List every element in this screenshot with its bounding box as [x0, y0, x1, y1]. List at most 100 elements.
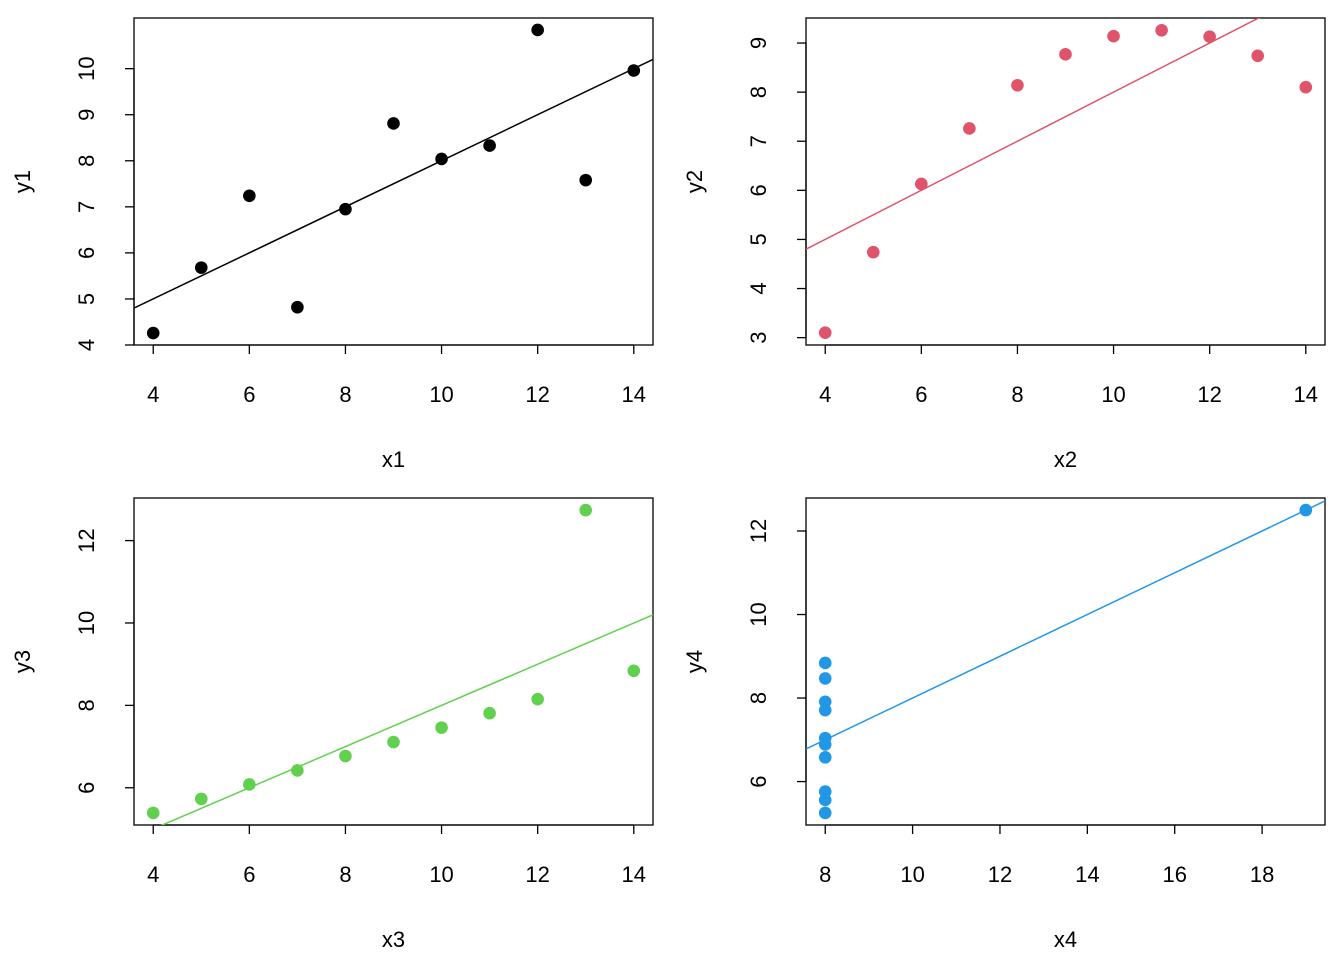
y-tick-label: 12: [74, 528, 99, 552]
x-tick-label: 14: [1075, 862, 1099, 887]
data-point: [818, 738, 832, 751]
data-point: [146, 326, 160, 340]
y-axis: 6 8 10 12: [746, 519, 807, 788]
panel-4: 8 10 12 14 16 18 6 8 10 12 x4 y4: [682, 497, 1326, 952]
regression-line: [806, 18, 1261, 250]
x-axis: 4 6 8 10 12 14: [147, 824, 646, 887]
x-tick-label: 4: [147, 862, 159, 887]
x-tick-label: 6: [243, 382, 255, 407]
y-tick-label: 8: [74, 155, 99, 167]
y-tick-label: 10: [746, 602, 771, 626]
x-tick-label: 8: [339, 862, 351, 887]
data-point: [291, 300, 304, 314]
y-axis-label: y2: [682, 170, 707, 193]
plot-frame: [805, 497, 1326, 826]
data-point: [818, 695, 832, 709]
x-tick-label: 4: [147, 382, 159, 407]
x-tick-label: 10: [429, 862, 453, 887]
regression-line: [806, 500, 1325, 750]
x-tick-label: 8: [339, 382, 351, 407]
data-point: [339, 749, 352, 763]
data-point: [1155, 23, 1168, 37]
x-tick-label: 10: [900, 862, 924, 887]
x-tick-label: 14: [622, 862, 646, 887]
data-point: [387, 117, 400, 130]
data-point: [1251, 49, 1265, 63]
y-tick-label: 10: [74, 56, 99, 80]
data-point: [339, 202, 352, 216]
x-tick-label: 12: [525, 862, 549, 887]
data-point: [243, 189, 256, 203]
x-tick-label: 12: [1197, 382, 1221, 407]
data-point: [1203, 30, 1216, 43]
y-tick-label: 8: [746, 692, 771, 704]
y-tick-label: 9: [74, 109, 99, 121]
x-axis: 8 10 12 14 16 18: [819, 824, 1274, 887]
y-tick-label: 4: [74, 339, 99, 351]
y-tick-label: 8: [746, 86, 771, 98]
plot-frame: [805, 17, 1326, 346]
data-point: [627, 64, 641, 77]
plot-frame: [133, 497, 654, 826]
y-tick-label: 12: [746, 519, 771, 543]
y-tick-label: 4: [746, 282, 771, 294]
data-point: [915, 177, 928, 191]
x-axis-label: x4: [1054, 927, 1077, 952]
y-tick-label: 5: [74, 293, 99, 305]
data-point: [818, 806, 832, 820]
data-point: [1059, 48, 1072, 61]
data-point: [435, 721, 448, 734]
x-axis-label: x1: [382, 447, 405, 472]
x-tick-label: 18: [1250, 862, 1274, 887]
data-point: [1299, 80, 1313, 94]
x-tick-label: 12: [988, 862, 1012, 887]
y-tick-label: 8: [74, 699, 99, 711]
data-point: [579, 173, 593, 187]
data-point: [194, 261, 208, 274]
x-tick-label: 10: [429, 382, 453, 407]
data-point: [435, 152, 448, 166]
data-point: [818, 672, 832, 685]
data-point: [243, 778, 256, 791]
x-tick-label: 14: [1294, 382, 1318, 407]
x-tick-label: 14: [622, 382, 646, 407]
data-point: [531, 692, 544, 706]
data-point: [866, 245, 880, 259]
data-point: [627, 664, 641, 678]
regression-line: [160, 614, 653, 825]
data-point: [483, 139, 496, 152]
data-point: [1107, 29, 1120, 43]
data-point: [483, 706, 496, 720]
y-tick-label: 10: [74, 611, 99, 635]
data-point: [818, 751, 832, 764]
x-axis: 4 6 8 10 12 14: [819, 344, 1318, 407]
data-point: [291, 764, 304, 777]
y-axis: 6 8 10 12: [74, 528, 135, 794]
x-tick-label: 10: [1101, 382, 1125, 407]
y-tick-label: 5: [746, 233, 771, 245]
y-axis: 4 5 6 7 8 9 10: [74, 56, 135, 351]
y-tick-label: 6: [746, 184, 771, 196]
x-tick-label: 8: [819, 862, 831, 887]
x-tick-label: 8: [1011, 382, 1023, 407]
y-tick-label: 6: [74, 782, 99, 794]
data-point: [818, 656, 832, 670]
data-point: [818, 793, 832, 807]
y-axis-label: y1: [10, 170, 35, 193]
y-tick-label: 7: [746, 135, 771, 147]
y-axis: 3 4 5 6 7 8 9: [746, 37, 807, 344]
data-point: [531, 23, 544, 37]
y-tick-label: 9: [746, 37, 771, 49]
x-tick-label: 16: [1162, 862, 1186, 887]
data-point: [579, 503, 593, 517]
x-tick-label: 6: [915, 382, 927, 407]
y-axis-label: y4: [682, 650, 707, 673]
y-tick-label: 6: [74, 247, 99, 259]
x-tick-label: 6: [243, 862, 255, 887]
x-tick-label: 4: [819, 382, 831, 407]
data-point: [818, 326, 832, 340]
x-axis-label: x3: [382, 927, 405, 952]
plot-frame: [133, 17, 654, 346]
regression-line: [134, 58, 653, 309]
